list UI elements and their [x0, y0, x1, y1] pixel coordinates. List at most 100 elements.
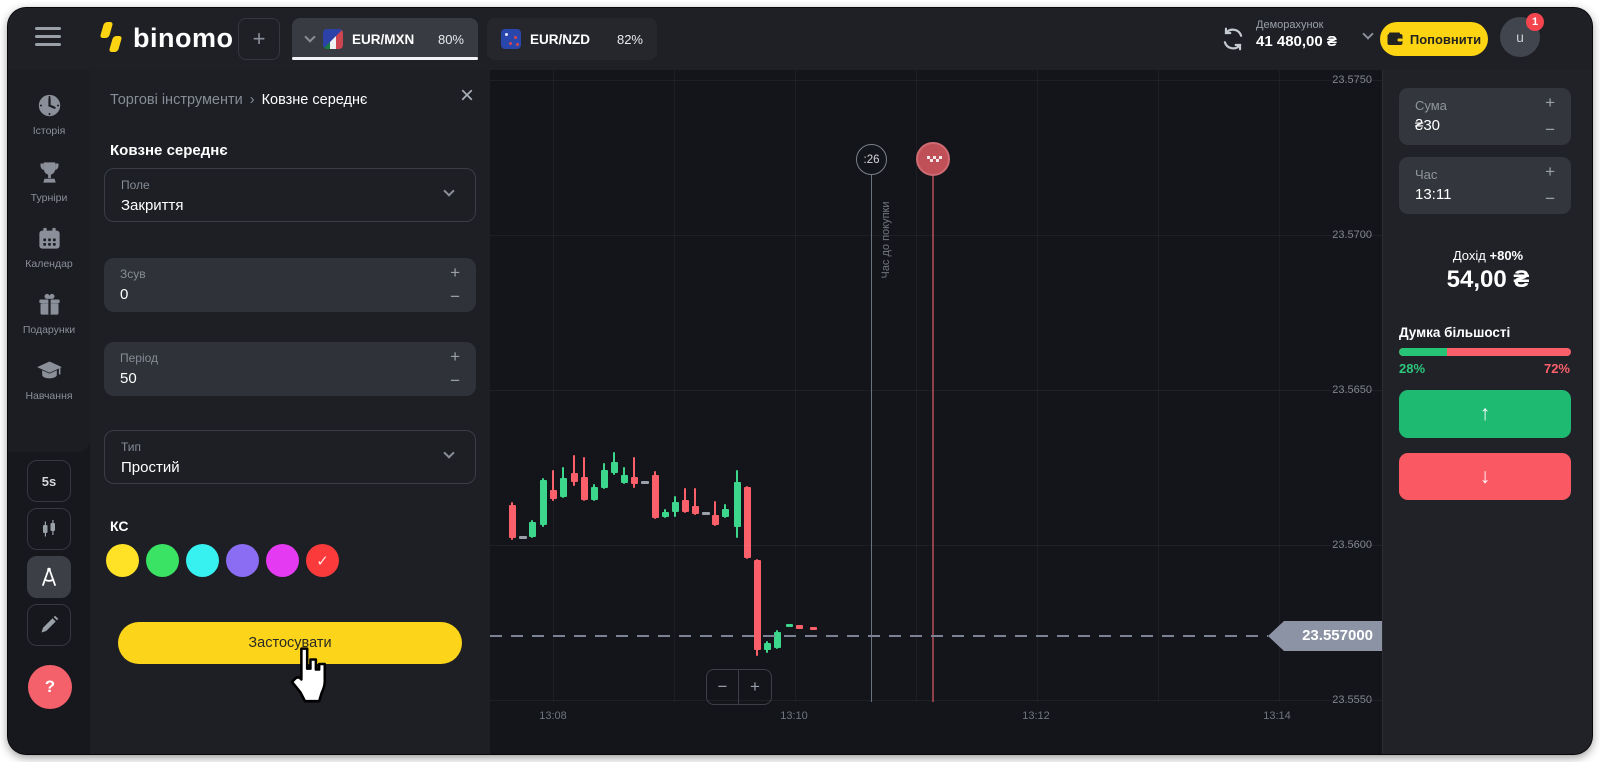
asset-pair-label: EUR/NZD — [530, 31, 590, 47]
field-source-dropdown[interactable]: Поле Закриття — [104, 168, 476, 222]
pencil-icon — [41, 615, 59, 633]
purchase-deadline-label: Час до покупки — [880, 201, 892, 279]
amount-input[interactable]: Сума ₴30 + − — [1399, 88, 1571, 145]
breadcrumb: Торгові інструменти › Ковзне середнє — [110, 92, 367, 108]
gridline-vertical — [553, 70, 554, 702]
chevron-down-icon[interactable] — [304, 31, 316, 43]
field-offset-stepper[interactable]: Зсув 0 + − — [104, 258, 476, 312]
topbar: binomo + EUR/MXN 80% EUR/NZD 82% Деморах… — [8, 8, 1592, 70]
graduation-cap-icon — [36, 361, 62, 379]
candle-wick — [714, 501, 716, 526]
price-axis-label: 23.5700 — [1332, 229, 1372, 241]
price-chart[interactable]: 13:14 13:12 13:10 13:08 23.5550 23.5600 23.565… — [490, 70, 1382, 754]
put-down-button[interactable]: ↓ — [1399, 453, 1571, 500]
candle-wick — [812, 627, 814, 630]
color-swatch[interactable] — [266, 544, 299, 577]
increment-button[interactable]: + — [450, 347, 460, 366]
gridline-vertical — [1279, 70, 1280, 702]
compass-icon — [42, 567, 56, 586]
sidebar-item-gifts[interactable]: Подарунки — [8, 291, 90, 336]
expiry-line — [932, 176, 934, 702]
decrement-button[interactable]: − — [1545, 189, 1555, 208]
asset-tab-eur-mxn[interactable]: EUR/MXN 80% — [292, 18, 478, 60]
candlestick — [702, 512, 710, 515]
current-price-tag: 23.557000 — [1268, 621, 1382, 651]
candle-wick — [788, 624, 790, 627]
breadcrumb-current: Ковзне середнє — [261, 92, 368, 108]
color-swatch[interactable] — [226, 544, 259, 577]
asset-pair-label: EUR/MXN — [352, 31, 415, 47]
binomo-logo[interactable]: binomo — [99, 21, 233, 55]
apply-button[interactable]: Застосувати — [118, 622, 462, 664]
sidebar-item-education[interactable]: Навчання — [8, 357, 90, 402]
color-swatch[interactable] — [186, 544, 219, 577]
avatar[interactable]: u 1 — [1500, 13, 1544, 57]
candle-wick — [562, 467, 564, 498]
refresh-icon[interactable] — [1220, 26, 1246, 52]
eur-mxn-flag-icon — [323, 29, 343, 49]
price-axis-label: 23.5750 — [1332, 74, 1372, 86]
asset-tab-eur-nzd[interactable]: EUR/NZD 82% — [487, 18, 657, 60]
chevron-down-icon[interactable] — [1362, 28, 1374, 40]
price-axis-label: 23.5550 — [1332, 694, 1372, 706]
sidebar-item-calendar[interactable]: Календар — [8, 225, 90, 270]
arrow-down-icon: ↓ — [1479, 464, 1491, 488]
expiry-time-input[interactable]: Час 13:11 + − — [1399, 157, 1571, 214]
sidebar-item-history[interactable]: Історія — [8, 92, 90, 137]
chart-type-button[interactable] — [27, 508, 71, 550]
increment-button[interactable]: + — [1545, 93, 1555, 112]
time-axis-label: 13:10 — [780, 710, 808, 722]
candle-wick — [664, 509, 666, 518]
logo-bolt-icon — [99, 21, 124, 55]
close-icon[interactable]: × — [459, 82, 474, 109]
trade-panel: Сума ₴30 + − Час 13:11 + − Дохід +80% 54… — [1382, 70, 1592, 754]
add-asset-button[interactable]: + — [238, 18, 280, 60]
call-up-button[interactable]: ↑ — [1399, 390, 1571, 438]
decrement-button[interactable]: − — [450, 371, 460, 390]
color-swatch[interactable] — [106, 544, 139, 577]
purchase-countdown-badge: :26 — [856, 144, 887, 175]
chart-zoom-controls: − + — [706, 669, 772, 705]
field-type-dropdown[interactable]: Тип Простий — [104, 430, 476, 484]
sidebar-item-label: Подарунки — [22, 324, 76, 336]
breadcrumb-separator: › — [249, 92, 255, 108]
menu-button[interactable] — [35, 27, 61, 49]
income-line: Дохід +80% — [1383, 248, 1592, 263]
increment-button[interactable]: + — [450, 263, 460, 282]
color-swatch[interactable]: ✓ — [306, 544, 339, 577]
drawing-tool-button[interactable] — [27, 604, 71, 646]
field-label: Поле — [121, 178, 150, 192]
decrement-button[interactable]: − — [450, 287, 460, 306]
decrement-button[interactable]: − — [1545, 120, 1555, 139]
wallet-icon — [1387, 32, 1403, 45]
zoom-in-button[interactable]: + — [739, 670, 771, 704]
sidebar-item-tournaments[interactable]: Турніри — [8, 159, 90, 204]
eur-nzd-flag-icon — [501, 29, 521, 49]
time-axis-label: 13:08 — [539, 710, 567, 722]
current-price-line — [490, 635, 1268, 637]
zoom-out-button[interactable]: − — [707, 670, 739, 704]
candle-wick — [756, 559, 758, 656]
asset-payout-label: 80% — [437, 31, 464, 47]
gridline-horizontal — [490, 390, 1382, 391]
candle-wick — [531, 520, 533, 538]
clock-icon — [38, 94, 60, 117]
deposit-label: Поповнити — [1409, 31, 1482, 47]
trophy-icon — [39, 162, 59, 183]
candle-wick — [724, 504, 726, 518]
field-period-stepper[interactable]: Період 50 + − — [104, 342, 476, 396]
candles-icon — [43, 520, 55, 537]
help-button[interactable]: ? — [28, 665, 72, 709]
indicators-button[interactable] — [27, 556, 71, 598]
timeframe-button[interactable]: 5s — [27, 460, 71, 502]
deposit-button[interactable]: Поповнити — [1380, 22, 1488, 56]
breadcrumb-parent[interactable]: Торгові інструменти — [110, 92, 243, 108]
sidebar-nav-background — [8, 70, 90, 452]
account-switcher[interactable]: Деморахунок 41 480,00 ₴ — [1256, 19, 1360, 50]
color-swatch[interactable] — [146, 544, 179, 577]
price-axis-label: 23.5600 — [1332, 539, 1372, 551]
increment-button[interactable]: + — [1545, 162, 1555, 181]
purchase-deadline-line — [871, 174, 872, 702]
gridline-horizontal — [490, 545, 1382, 546]
income-value: 54,00 ₴ — [1446, 266, 1530, 293]
